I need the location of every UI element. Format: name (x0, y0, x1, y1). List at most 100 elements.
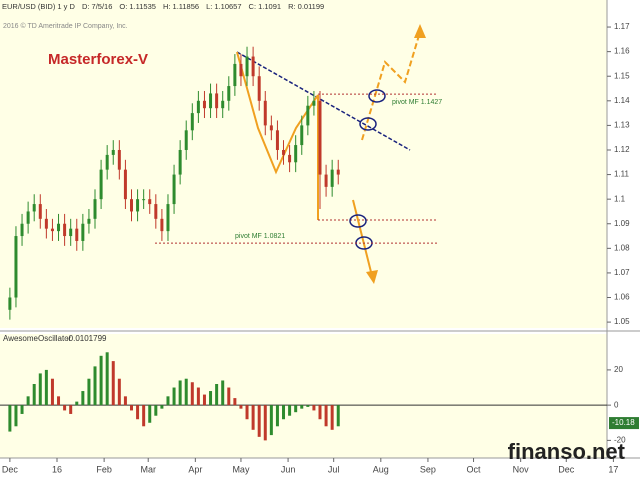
oscillator-bar (93, 366, 97, 406)
y-tick-label: 1.11 (614, 170, 630, 179)
x-tick-label: Oct (467, 464, 482, 474)
oscillator-bar (57, 396, 61, 406)
oscillator-bar (288, 405, 292, 416)
y-tick-label: -20 (614, 435, 626, 444)
y-tick-label: 1.1 (614, 194, 626, 203)
candle-body (300, 125, 304, 146)
oscillator-bar (330, 405, 334, 430)
watermark: finanso.net (508, 439, 626, 464)
trend-line (236, 51, 411, 151)
oscillator-bar (154, 405, 158, 416)
x-tick-label: Feb (96, 464, 112, 474)
oscillator-bar (251, 405, 255, 430)
osc-value: -0.0101799 (66, 334, 107, 343)
candle-body (129, 199, 133, 212)
oscillator-bar (44, 369, 48, 406)
oscillator-bar (209, 391, 213, 406)
candle-body (57, 223, 61, 232)
candle-body (166, 204, 170, 232)
oscillator-bar (81, 391, 85, 406)
y-tick-label: 1.15 (614, 71, 630, 80)
oscillator-bar (233, 398, 237, 406)
oscillator-bar (269, 405, 273, 436)
candle-body (148, 199, 152, 205)
oscillator-bar (166, 396, 170, 406)
oscillator-bar (14, 405, 18, 427)
candle-body (336, 169, 340, 175)
x-tick-label: 16 (52, 464, 62, 474)
header-item: R: 0.01199 (288, 2, 324, 11)
candle-body (93, 199, 97, 219)
candle-body (288, 154, 292, 163)
candle-body (184, 130, 188, 150)
oscillator-bar (239, 405, 243, 409)
candle-body (215, 93, 219, 109)
y-tick-label: 1.05 (614, 317, 630, 326)
candle-body (160, 218, 164, 232)
candle-body (233, 63, 237, 87)
candle-body (196, 100, 200, 114)
oscillator-bar (8, 405, 12, 432)
candle-body (44, 218, 48, 229)
oscillator-bar (69, 405, 73, 414)
candle-body (239, 63, 243, 77)
oscillator-bar (172, 387, 176, 406)
candle-body (136, 199, 140, 212)
oscillator-bar (306, 405, 310, 407)
header-item: EUR/USD (BID) 1 y D (2, 2, 76, 11)
marker-ellipse (349, 214, 367, 228)
candle-body (81, 223, 85, 241)
candle-body (306, 105, 310, 126)
candle-body (294, 145, 298, 163)
header-item: O: 1.11535 (119, 2, 156, 11)
x-tick-label: Jun (281, 464, 296, 474)
last-value-box (609, 417, 639, 430)
candle-body (275, 130, 279, 150)
oscillator-bar (160, 405, 164, 409)
copyright: 2016 © TD Ameritrade IP Company, Inc. (3, 22, 128, 30)
oscillator-bar (257, 405, 261, 437)
candle-body (227, 86, 231, 101)
oscillator-bar (26, 396, 30, 406)
candle-body (142, 199, 146, 201)
oscillator-bar (75, 401, 79, 406)
oscillator-bar (178, 380, 182, 406)
oscillator-bar (50, 378, 54, 406)
oscillator-bar (117, 378, 121, 406)
pivot-label: pivot MF 1.0821 (235, 233, 285, 240)
candle-body (330, 169, 334, 187)
y-tick-label: 1.09 (614, 219, 630, 228)
candle-body (50, 228, 54, 232)
candle-body (99, 169, 103, 200)
candle-body (318, 100, 322, 175)
oscillator-bar (63, 405, 67, 411)
candle-body (26, 211, 30, 224)
candle-body (221, 100, 225, 109)
candle-body (69, 228, 73, 237)
candle-body (111, 149, 115, 155)
oscillator-bar (111, 361, 115, 406)
oscillator-bar (336, 405, 340, 427)
x-tick-label: Mar (140, 464, 156, 474)
candle-body (245, 56, 249, 77)
x-tick-label: Dec (2, 464, 19, 474)
candle-body (105, 154, 109, 170)
oscillator-bar (202, 394, 206, 406)
candle-body (269, 125, 273, 131)
header-item: C: 1.1091 (249, 2, 282, 11)
x-tick-label: Nov (513, 464, 530, 474)
candle-body (14, 236, 18, 298)
y-tick-label: 1.07 (614, 268, 630, 277)
oscillator-bar (294, 405, 298, 413)
candle-body (8, 297, 12, 310)
oscillator-bar (123, 396, 127, 406)
marker-ellipse (359, 117, 377, 131)
candle-body (154, 204, 158, 219)
candle-body (251, 56, 255, 77)
oscillator-bar (87, 378, 91, 406)
y-tick-label: 0 (614, 400, 619, 409)
candle-body (282, 149, 286, 155)
last-value-label: -10.18 (612, 418, 635, 427)
candle-body (75, 228, 79, 241)
candle-body (123, 169, 127, 200)
